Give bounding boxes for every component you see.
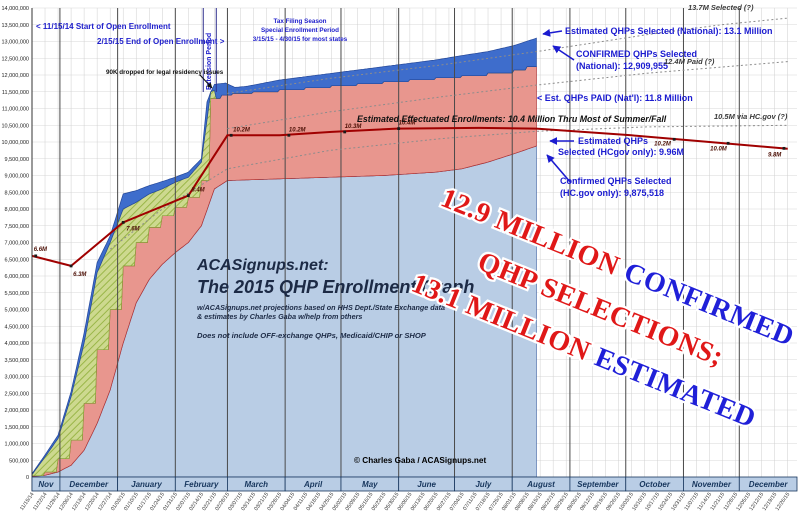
svg-text:11,500,000: 11,500,000: [2, 90, 29, 96]
start-open-enrollment-note: < 11/15/14 Start of Open Enrollment: [36, 22, 171, 31]
svg-text:July: July: [475, 480, 492, 489]
svg-text:10.0M: 10.0M: [710, 146, 728, 152]
svg-text:14,000,000: 14,000,000: [1, 6, 29, 12]
tax-note-line1: Tax Filing Season: [273, 18, 327, 25]
svg-text:9.8M: 9.8M: [768, 152, 782, 158]
copyright-text: © Charles Gaba / ACASignups.net: [354, 456, 487, 465]
svg-text:6.6M: 6.6M: [34, 247, 48, 253]
svg-text:4,000,000: 4,000,000: [5, 341, 29, 347]
svg-text:4,500,000: 4,500,000: [5, 324, 29, 330]
svg-text:7,500,000: 7,500,000: [5, 224, 29, 230]
svg-text:January: January: [131, 480, 162, 489]
svg-text:October: October: [639, 480, 671, 489]
svg-text:12,000,000: 12,000,000: [1, 73, 29, 79]
svg-text:6,500,000: 6,500,000: [5, 257, 29, 263]
confirmed-national-note-line2: (National): 12,909,955: [576, 61, 669, 71]
svg-text:11,000,000: 11,000,000: [2, 107, 29, 113]
chart-subtitle-line1: w/ACASignups.net projections based on HH…: [197, 303, 446, 312]
svg-text:3,000,000: 3,000,000: [5, 375, 29, 381]
estimated-hcgov-note-line2: Selected (HCgov only): 9.96M: [558, 147, 685, 157]
svg-text:June: June: [417, 480, 436, 489]
chart-exclusion-note: Does not include OFF-exchange QHPs, Medi…: [197, 331, 426, 340]
svg-text:8.4M: 8.4M: [191, 188, 205, 194]
svg-text:March: March: [245, 480, 269, 489]
svg-text:August: August: [526, 480, 555, 489]
svg-text:9,500,000: 9,500,000: [5, 157, 29, 163]
svg-text:10.2M: 10.2M: [289, 127, 307, 133]
chart-title: The 2015 QHP Enrollment Graph: [197, 277, 475, 297]
svg-text:September: September: [577, 480, 619, 489]
svg-text:May: May: [362, 480, 378, 489]
confirmed-hcgov-note-line2: (HC.gov only): 9,875,518: [560, 188, 665, 198]
svg-text:12,500,000: 12,500,000: [1, 56, 29, 62]
tax-note-line3: 3/15/15 - 4/30/15 for most states: [252, 35, 348, 43]
svg-text:Nov: Nov: [38, 480, 54, 489]
extension-period-label: Extension Period: [206, 32, 213, 90]
confirmed-hcgov-note-line1: Confirmed QHPs Selected: [560, 176, 672, 186]
estimated-paid-note: < Est. QHPs PAID (Nat'l): 11.8 Million: [537, 93, 693, 103]
svg-text:6.3M: 6.3M: [73, 272, 87, 278]
projected-paid-label: 12.4M Paid (?): [664, 57, 715, 66]
svg-text:13,000,000: 13,000,000: [1, 40, 29, 46]
tax-note-line2: Special Enrollment Period: [260, 26, 340, 34]
site-name: ACASignups.net:: [197, 257, 329, 274]
svg-text:2,500,000: 2,500,000: [5, 391, 29, 397]
svg-text:10,000,000: 10,000,000: [1, 140, 29, 146]
svg-text:7.6M: 7.6M: [126, 226, 140, 232]
estimated-hcgov-note-line1: Estimated QHPs: [578, 136, 649, 146]
svg-text:1,500,000: 1,500,000: [5, 425, 29, 431]
svg-text:8,000,000: 8,000,000: [5, 207, 29, 213]
svg-text:3,500,000: 3,500,000: [5, 358, 29, 364]
svg-text:1,000,000: 1,000,000: [5, 442, 29, 448]
svg-text:December: December: [749, 480, 789, 489]
svg-text:10.3M: 10.3M: [345, 124, 363, 130]
svg-text:10.2M: 10.2M: [654, 141, 672, 147]
svg-text:5,000,000: 5,000,000: [5, 308, 29, 314]
svg-text:April: April: [303, 480, 323, 489]
confirmed-national-note-line1: CONFIRMED QHPs Selected: [576, 49, 698, 59]
chart-subtitle-line2: & estimates by Charles Gaba w/help from …: [197, 312, 363, 321]
end-open-enrollment-note: 2/15/15 End of Open Enrollment >: [97, 37, 225, 46]
svg-text:10,500,000: 10,500,000: [1, 123, 29, 129]
estimated-national-note: Estimated QHPs Selected (National): 13.1…: [565, 26, 773, 36]
svg-text:6,000,000: 6,000,000: [5, 274, 29, 280]
svg-text:5,500,000: 5,500,000: [5, 291, 29, 297]
svg-text:2,000,000: 2,000,000: [5, 408, 29, 414]
svg-text:December: December: [69, 480, 109, 489]
svg-text:10.2M: 10.2M: [233, 127, 251, 133]
svg-text:November: November: [692, 480, 732, 489]
svg-text:10.4M: 10.4M: [399, 121, 417, 127]
effectuated-note: Estimated Effectuated Enrollments: 10.4 …: [357, 114, 667, 124]
projected-selected-label: 13.7M Selected (?): [688, 3, 754, 12]
svg-text:13,500,000: 13,500,000: [1, 23, 29, 29]
svg-text:9,000,000: 9,000,000: [5, 174, 29, 180]
svg-text:500,000: 500,000: [9, 458, 29, 464]
svg-text:8,500,000: 8,500,000: [5, 190, 29, 196]
svg-text:0: 0: [26, 475, 29, 481]
projected-hcgov-label: 10.5M via HC.gov (?): [714, 112, 788, 121]
svg-text:7,000,000: 7,000,000: [5, 241, 29, 247]
tax-filing-season-note: Tax Filing Season Special Enrollment Per…: [246, 18, 354, 44]
dropped-90k-note: 90K dropped for legal residency issues: [106, 69, 224, 76]
svg-text:February: February: [184, 480, 219, 489]
